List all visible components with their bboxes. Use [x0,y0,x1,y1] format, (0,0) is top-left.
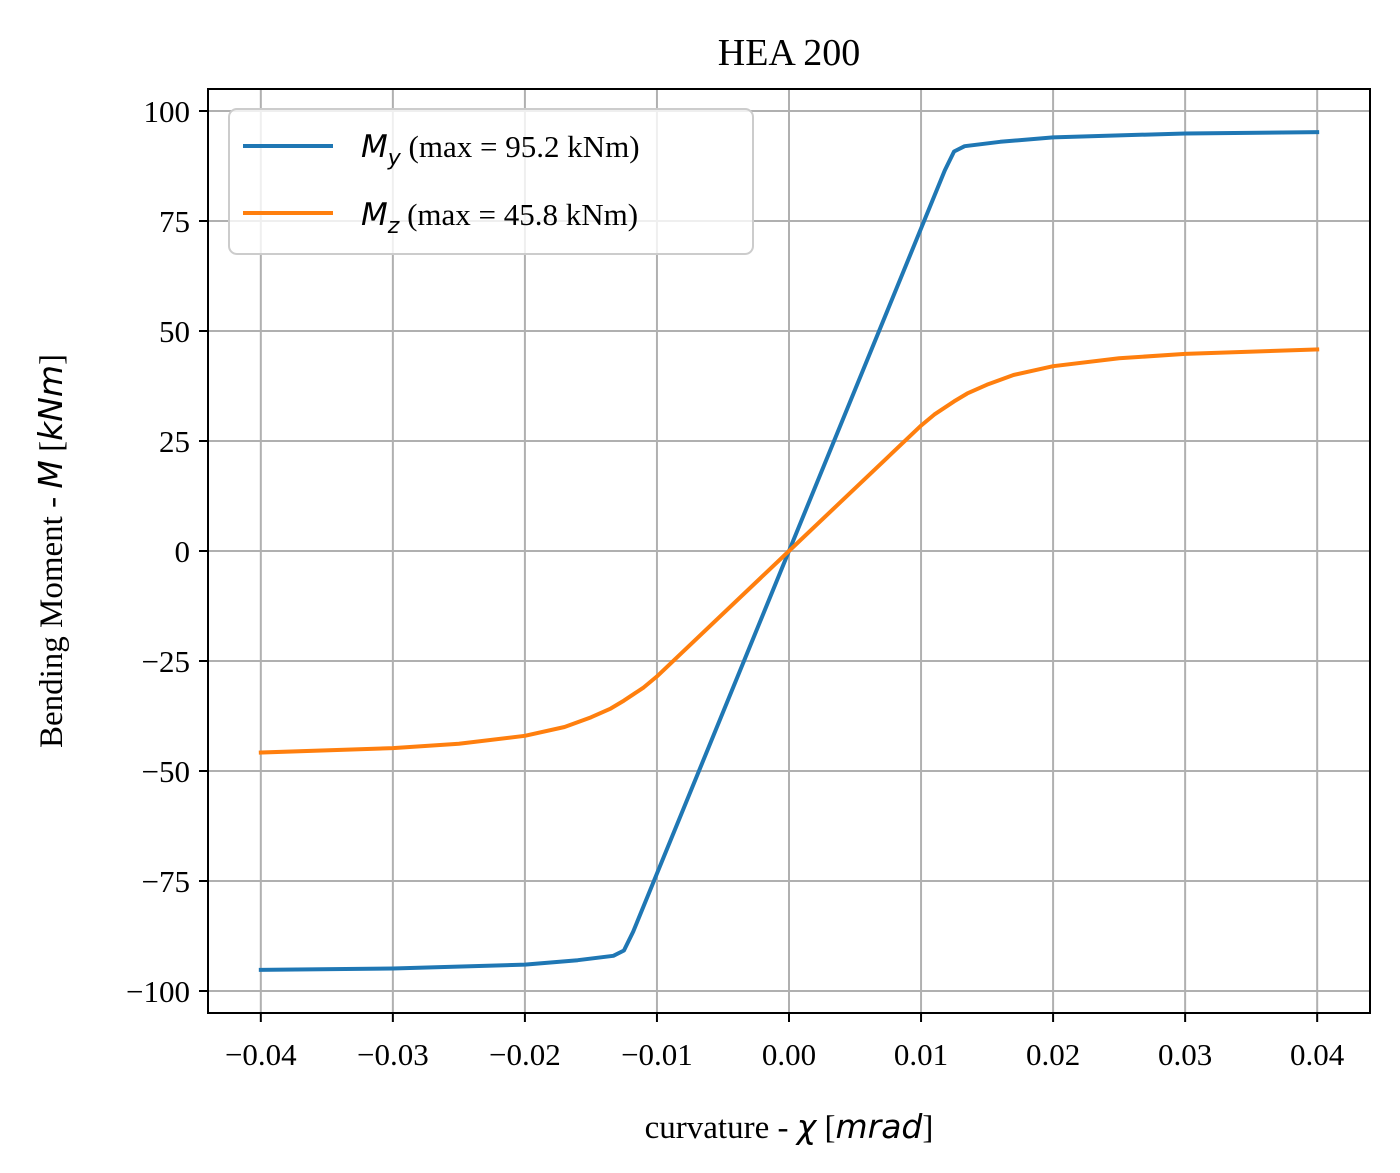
legend-box [228,108,754,255]
y-axis-label-symbol: M [31,460,70,488]
y-axis-label-open: [ [34,441,70,460]
legend-label-mz-symbol: M [361,197,388,233]
x-tick-label: 0.02 [1026,1037,1080,1072]
x-axis-label-open: [ [816,1110,835,1146]
x-axis-label: curvature - χ [mrad] [645,1107,934,1146]
legend: My (max = 95.2 kNm) Mz (max = 45.8 kNm) [228,108,754,255]
x-tick-label: −0.03 [357,1037,429,1072]
x-axis-label-unit: mrad [835,1107,923,1146]
legend-label-my-text: (max = 95.2 kNm) [401,129,640,164]
y-tick-label: −100 [126,974,190,1009]
y-tick-label: −75 [142,864,190,899]
x-tick-label: 0.00 [762,1037,816,1072]
legend-label-my-symbol: M [361,129,388,165]
y-tick-label: −25 [142,644,190,679]
x-tick-label: −0.02 [489,1037,561,1072]
legend-label-mz-sub: z [387,214,400,239]
x-tick-label: 0.04 [1290,1037,1345,1072]
y-tick-label: 0 [175,534,191,569]
x-axis-label-text: curvature - [645,1110,797,1146]
legend-label-mz: Mz (max = 45.8 kNm) [361,197,638,239]
legend-label-mz-text: (max = 45.8 kNm) [399,197,638,232]
y-tick-label: 100 [144,94,191,129]
y-tick-label: 75 [159,204,190,239]
series-line-mz [258,347,1320,755]
y-tick-label: 25 [159,424,190,459]
x-axis-label-close: ] [922,1110,933,1146]
chart-title: HEA 200 [718,32,861,74]
x-tick-label: 0.03 [1158,1037,1212,1072]
y-tick-label: 50 [159,314,190,349]
y-axis-label-unit: kNm [31,365,70,441]
x-tick-label: −0.04 [225,1037,297,1072]
series-lines [258,130,1320,972]
legend-label-my: My (max = 95.2 kNm) [361,129,640,171]
ticks: −0.04 −0.03 −0.02 −0.01 0.00 0.01 0.02 0.03 0.04… [126,94,1345,1072]
x-tick-label: 0.01 [894,1037,948,1072]
x-tick-label: −0.01 [621,1037,693,1072]
y-axis-label-close: ] [34,354,70,365]
y-tick-label: −50 [142,754,190,789]
y-axis-label-text: Bending Moment - [34,489,70,748]
y-axis-label: Bending Moment - M [kNm] [31,354,70,748]
x-axis-label-symbol: χ [795,1107,818,1146]
legend-label-my-sub: y [387,146,402,171]
